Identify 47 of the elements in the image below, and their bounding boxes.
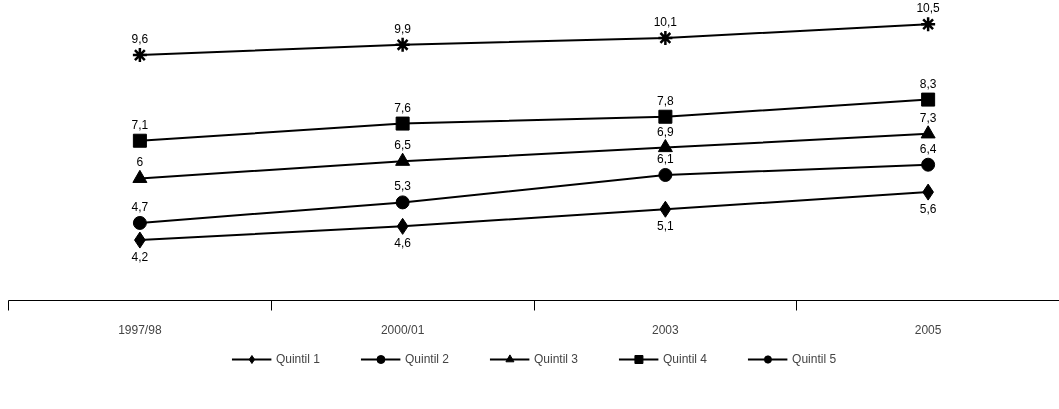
data-label: 9,6 [131, 32, 149, 47]
point [921, 92, 936, 107]
point [395, 195, 410, 210]
point [921, 157, 936, 172]
data-label: 6,1 [657, 151, 675, 166]
data-label: 4,6 [394, 236, 412, 251]
data-label: 8,3 [919, 76, 937, 91]
data-label: 6,5 [394, 138, 412, 153]
legend-label: Quintil 1 [275, 352, 320, 366]
legend-label: Quintil 2 [404, 352, 449, 366]
data-label: 10,1 [653, 14, 678, 29]
data-label: 7,1 [131, 117, 149, 132]
data-label: 7,3 [919, 110, 937, 125]
data-label: 10,5 [916, 1, 941, 16]
data-label: 6 [136, 155, 144, 170]
x-tick-label: 2005 [914, 322, 942, 337]
point [132, 215, 147, 230]
point [658, 167, 673, 182]
data-label: 6,4 [919, 141, 937, 156]
x-tick-label: 2003 [652, 322, 680, 337]
point [395, 116, 410, 131]
legend-label: Quintil 4 [663, 352, 708, 366]
point [394, 36, 411, 54]
point [657, 29, 674, 47]
data-label: 5,6 [919, 202, 937, 217]
data-label: 9,9 [394, 21, 412, 36]
point [395, 152, 411, 166]
data-label: 6,9 [657, 124, 675, 139]
data-label: 5,1 [657, 219, 675, 234]
x-tick-label: 2000/01 [380, 322, 425, 337]
point [919, 15, 937, 33]
point [132, 133, 147, 148]
legend-label: Quintil 5 [792, 352, 837, 366]
legend-label: Quintil 3 [533, 352, 579, 366]
data-label: 7,8 [657, 93, 675, 108]
point [658, 109, 673, 124]
data-label: 4,7 [131, 199, 149, 214]
point [132, 169, 148, 183]
point [920, 125, 936, 139]
data-label: 7,6 [394, 100, 412, 115]
x-tick-label: 1997/98 [118, 322, 162, 337]
point [659, 200, 672, 218]
data-label: 5,3 [394, 179, 412, 194]
point [131, 46, 149, 64]
point [657, 138, 673, 153]
point [396, 217, 409, 235]
data-label: 4,2 [131, 250, 149, 265]
